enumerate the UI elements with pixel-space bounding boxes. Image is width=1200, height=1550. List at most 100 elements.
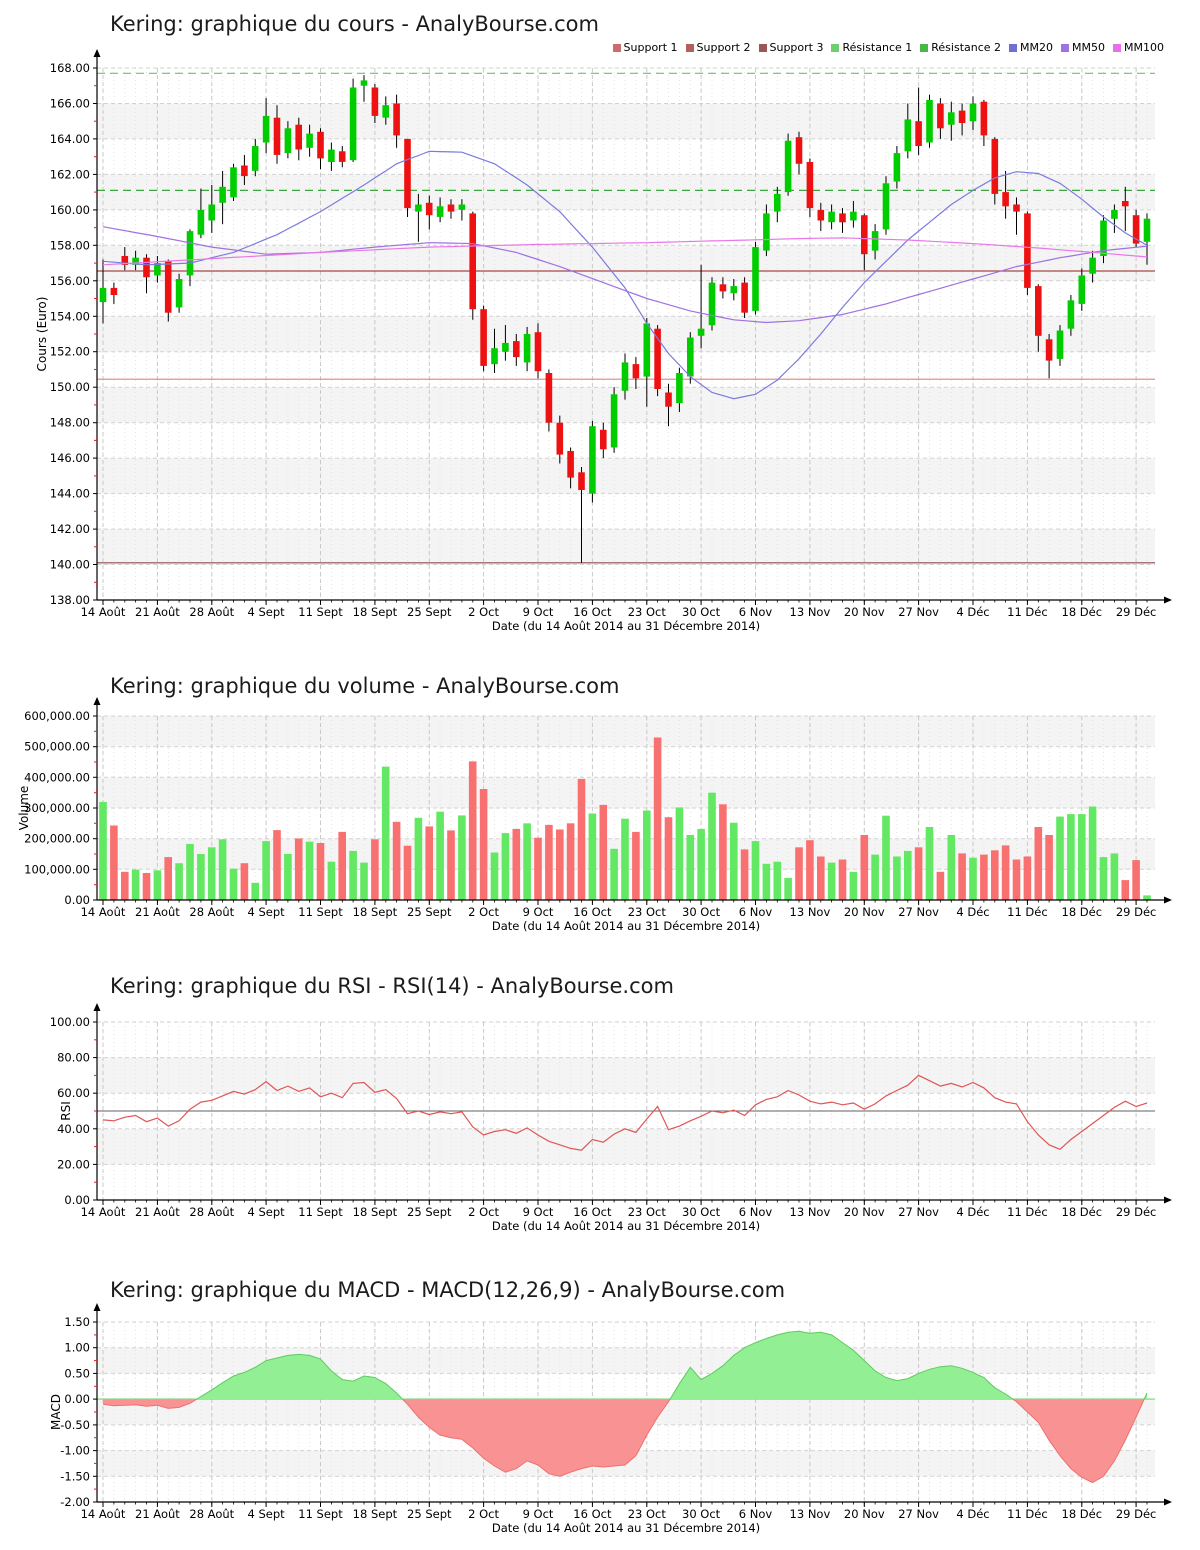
legend-swatch xyxy=(1113,43,1122,52)
svg-text:30 Oct: 30 Oct xyxy=(682,605,721,619)
svg-text:16 Oct: 16 Oct xyxy=(573,605,612,619)
macd-x-axis-title: Date (du 14 Août 2014 au 31 Décembre 201… xyxy=(492,1521,760,1535)
legend-item-mm100: MM100 xyxy=(1113,41,1164,54)
svg-text:80.00: 80.00 xyxy=(57,1051,90,1065)
svg-text:28 Août: 28 Août xyxy=(189,605,234,619)
svg-text:60.00: 60.00 xyxy=(57,1086,90,1100)
svg-text:16 Oct: 16 Oct xyxy=(573,905,612,919)
svg-text:11 Déc: 11 Déc xyxy=(1007,905,1048,919)
legend-swatch xyxy=(1061,43,1070,52)
svg-text:25 Sept: 25 Sept xyxy=(407,1507,452,1521)
svg-text:21 Août: 21 Août xyxy=(135,605,180,619)
svg-text:1.50: 1.50 xyxy=(64,1315,90,1329)
svg-text:6 Nov: 6 Nov xyxy=(739,605,773,619)
legend-label: Résistance 1 xyxy=(842,41,913,54)
legend-swatch xyxy=(831,43,840,52)
legend-label: MM20 xyxy=(1020,41,1054,54)
legend-swatch xyxy=(612,43,621,52)
volume-chart-plot: 0.00 100,000.00 200,000.00 300,000.00 400,00… xyxy=(17,697,1172,933)
legend-swatch xyxy=(1009,43,1018,52)
svg-text:29 Déc: 29 Déc xyxy=(1116,605,1157,619)
svg-text:600,000.00: 600,000.00 xyxy=(24,709,90,723)
svg-text:300,000.00: 300,000.00 xyxy=(24,801,90,815)
svg-text:4 Sept: 4 Sept xyxy=(248,1507,286,1521)
legend-label: MM100 xyxy=(1124,41,1164,54)
cours-y-axis-title: Cours (Euro) xyxy=(35,297,49,372)
svg-text:18 Déc: 18 Déc xyxy=(1062,605,1103,619)
svg-text:-0.50: -0.50 xyxy=(60,1418,90,1432)
candlestick-series xyxy=(99,75,1151,563)
legend-item-support-1: Support 1 xyxy=(612,41,678,54)
svg-text:23 Oct: 23 Oct xyxy=(628,1507,667,1521)
svg-text:164.00: 164.00 xyxy=(50,132,90,146)
svg-text:4 Déc: 4 Déc xyxy=(956,1507,989,1521)
svg-text:11 Sept: 11 Sept xyxy=(298,605,343,619)
svg-text:9 Oct: 9 Oct xyxy=(523,1507,554,1521)
svg-text:20 Nov: 20 Nov xyxy=(844,905,885,919)
svg-text:1.00: 1.00 xyxy=(64,1341,90,1355)
svg-text:150.00: 150.00 xyxy=(50,380,90,394)
price-chart-legend: Support 1 Support 2 Support 3 Résistance 1 R… xyxy=(612,41,1164,54)
svg-text:4 Sept: 4 Sept xyxy=(248,605,286,619)
svg-text:40.00: 40.00 xyxy=(57,1122,90,1136)
volume-axes: 0.00 100,000.00 200,000.00 300,000.00 400,00… xyxy=(17,697,1172,933)
svg-text:146.00: 146.00 xyxy=(50,451,90,465)
svg-text:29 Déc: 29 Déc xyxy=(1116,1507,1157,1521)
svg-text:25 Sept: 25 Sept xyxy=(407,905,452,919)
mm50-line xyxy=(102,226,1148,324)
svg-text:4 Sept: 4 Sept xyxy=(248,1205,286,1219)
rsi-chart-title: Kering: graphique du RSI - RSI(14) - Ana… xyxy=(110,974,674,998)
svg-text:13 Nov: 13 Nov xyxy=(790,1507,831,1521)
svg-text:11 Sept: 11 Sept xyxy=(298,905,343,919)
svg-text:29 Déc: 29 Déc xyxy=(1116,1205,1157,1219)
svg-text:18 Déc: 18 Déc xyxy=(1062,1507,1103,1521)
svg-text:144.00: 144.00 xyxy=(50,487,90,501)
svg-text:158.00: 158.00 xyxy=(50,238,90,252)
svg-text:500,000.00: 500,000.00 xyxy=(24,740,90,754)
svg-text:18 Sept: 18 Sept xyxy=(353,1205,398,1219)
svg-text:25 Sept: 25 Sept xyxy=(407,1205,452,1219)
mm20-line xyxy=(102,150,1148,400)
svg-text:200,000.00: 200,000.00 xyxy=(24,832,90,846)
legend-swatch xyxy=(685,43,694,52)
svg-text:6 Nov: 6 Nov xyxy=(739,905,773,919)
svg-text:14 Août: 14 Août xyxy=(81,1205,126,1219)
svg-text:4 Déc: 4 Déc xyxy=(956,1205,989,1219)
macd-axes: -2.00 -1.50 -1.00 -0.50 0.00 0.50 1.00 1.50 14 A… xyxy=(49,1303,1172,1535)
svg-text:23 Oct: 23 Oct xyxy=(628,1205,667,1219)
legend-item-resistance-2: Résistance 2 xyxy=(920,41,1001,54)
legend-swatch xyxy=(920,43,929,52)
legend-swatch xyxy=(758,43,767,52)
svg-text:0.00: 0.00 xyxy=(64,893,90,907)
svg-text:162.00: 162.00 xyxy=(50,167,90,181)
macd-y-axis-title: MACD xyxy=(49,1394,63,1430)
cours-x-axis-title: Date (du 14 Août 2014 au 31 Décembre 201… xyxy=(492,619,760,633)
svg-text:148.00: 148.00 xyxy=(50,416,90,430)
svg-text:11 Déc: 11 Déc xyxy=(1007,605,1048,619)
svg-text:18 Sept: 18 Sept xyxy=(353,1507,398,1521)
svg-text:0.50: 0.50 xyxy=(64,1366,90,1380)
svg-text:18 Déc: 18 Déc xyxy=(1062,905,1103,919)
svg-text:-2.00: -2.00 xyxy=(60,1495,90,1509)
svg-text:9 Oct: 9 Oct xyxy=(523,905,554,919)
svg-text:29 Déc: 29 Déc xyxy=(1116,905,1157,919)
macd-area-positive xyxy=(196,1331,1147,1400)
svg-text:20 Nov: 20 Nov xyxy=(844,1507,885,1521)
svg-text:20 Nov: 20 Nov xyxy=(844,605,885,619)
legend-item-mm50: MM50 xyxy=(1061,41,1105,54)
mm100-line xyxy=(102,237,1148,266)
svg-text:27 Nov: 27 Nov xyxy=(898,1205,939,1219)
svg-text:27 Nov: 27 Nov xyxy=(898,1507,939,1521)
svg-text:14 Août: 14 Août xyxy=(81,905,126,919)
svg-text:25 Sept: 25 Sept xyxy=(407,605,452,619)
legend-item-support-2: Support 2 xyxy=(685,41,751,54)
rsi-y-axis-title: RSI xyxy=(59,1101,73,1121)
legend-label: Support 2 xyxy=(696,41,751,54)
cours-axes: 138.00 140.00 142.00 144.00 146.00 148.00 150.… xyxy=(35,49,1172,633)
svg-text:168.00: 168.00 xyxy=(50,61,90,75)
svg-text:23 Oct: 23 Oct xyxy=(628,605,667,619)
svg-text:6 Nov: 6 Nov xyxy=(739,1507,773,1521)
rsi-line xyxy=(102,1074,1148,1151)
